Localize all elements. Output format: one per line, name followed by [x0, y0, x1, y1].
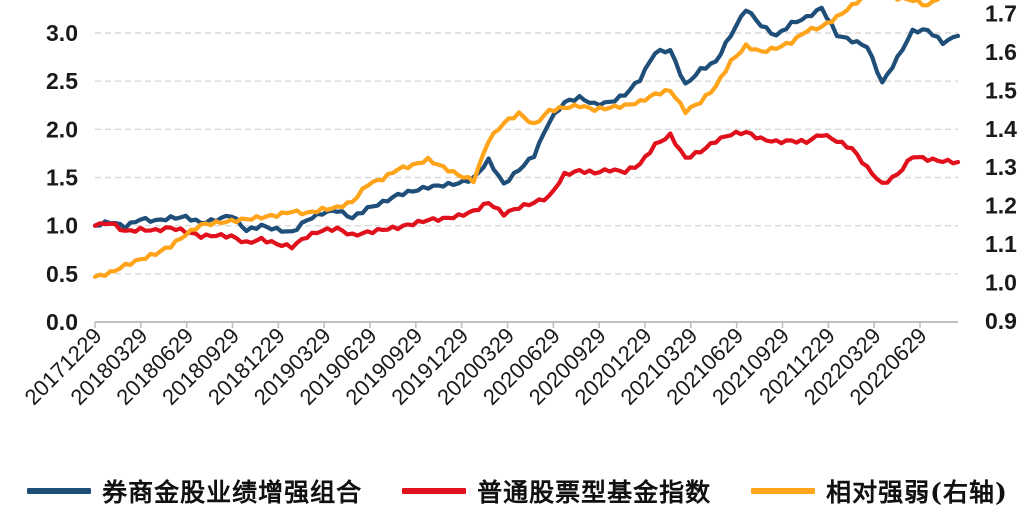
series-line-2 [92, 0, 941, 279]
legend-item-relative-strength: 相对强弱(右轴) [751, 473, 1008, 509]
right-axis-label: 1.7 [985, 0, 1017, 26]
legend-label-fund-index: 普通股票型基金指数 [477, 477, 712, 507]
left-axis-label: 0.0 [46, 309, 78, 335]
legend-item-portfolio: 券商金股业绩增强组合 [27, 473, 362, 509]
legend-label-relative-strength: 相对强弱(右轴) [826, 477, 1008, 507]
legend-label-portfolio: 券商金股业绩增强组合 [102, 477, 363, 507]
portfolio-line-swatch-icon [27, 487, 92, 494]
fund-index-line-swatch-icon [402, 487, 467, 494]
series-line-1 [92, 129, 961, 251]
left-axis-label: 1.5 [46, 165, 78, 191]
right-axis-label: 1.2 [985, 193, 1017, 219]
right-axis-label: 1.6 [985, 39, 1017, 65]
relative-strength-line-swatch-icon [751, 487, 816, 494]
left-axis-label: 3.0 [46, 20, 78, 46]
right-axis-label: 1.1 [985, 231, 1017, 257]
left-axis-label: 2.0 [46, 116, 78, 142]
right-axis-label: 1.0 [985, 270, 1017, 296]
left-axis-label: 1.0 [46, 213, 78, 239]
right-axis-label: 0.9 [985, 308, 1017, 334]
left-axis-label: 0.5 [46, 261, 78, 287]
right-axis-label: 1.3 [985, 154, 1017, 180]
left-axis-label: 2.5 [46, 68, 78, 94]
chart-legend: 券商金股业绩增强组合 普通股票型基金指数 相对强弱(右轴) [0, 468, 1035, 513]
legend-item-fund-index: 普通股票型基金指数 [402, 473, 711, 509]
right-axis-label: 1.4 [985, 116, 1017, 142]
right-axis-label: 1.5 [985, 77, 1017, 103]
